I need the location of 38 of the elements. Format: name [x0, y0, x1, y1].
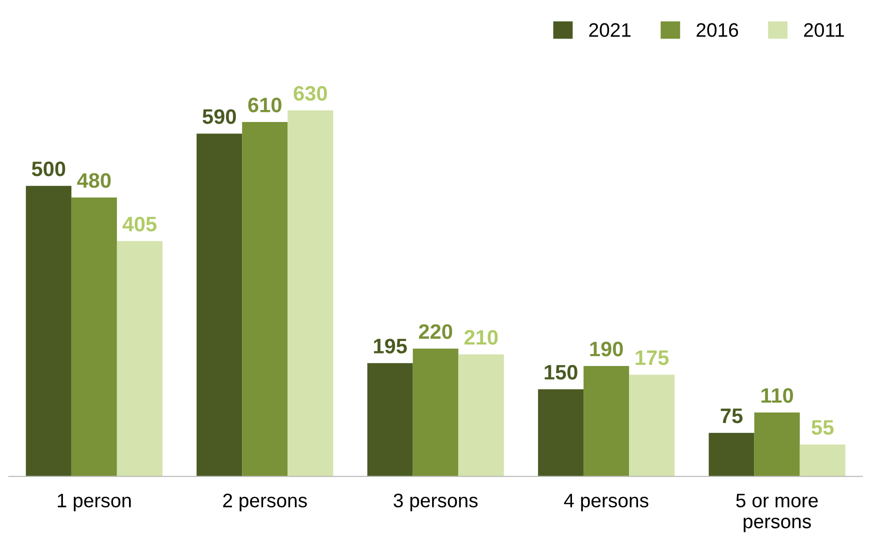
- data-label: 220: [418, 324, 452, 339]
- x-tick-label: 2 persons: [223, 494, 307, 512]
- x-tick-label: 4 persons: [564, 494, 648, 512]
- data-label: 210: [464, 330, 498, 345]
- data-label: 150: [544, 364, 578, 380]
- legend-label: 2021: [589, 23, 631, 37]
- legend-label: 2011: [804, 23, 844, 37]
- bar: [412, 348, 458, 476]
- bar: [584, 366, 630, 476]
- bar: [196, 134, 242, 476]
- bar: [800, 444, 846, 476]
- data-label: 630: [294, 86, 327, 101]
- data-label: 75: [720, 408, 743, 424]
- bar: [629, 374, 675, 476]
- data-label: 110: [762, 388, 793, 403]
- data-label: 175: [636, 350, 669, 366]
- x-tick-label: 1 person: [58, 494, 131, 512]
- data-label: 195: [374, 338, 407, 354]
- data-label: 480: [77, 173, 111, 188]
- bar: [71, 198, 117, 476]
- bar: [754, 412, 800, 476]
- bar: [288, 110, 334, 476]
- bar: [708, 432, 754, 476]
- x-tick-label: 5 or more persons: [736, 494, 818, 532]
- x-tick-label: 3 persons: [394, 494, 478, 512]
- data-label: 190: [590, 342, 623, 356]
- data-label: 500: [32, 162, 66, 176]
- bar: [538, 389, 584, 476]
- data-label: 405: [122, 216, 156, 232]
- bar: [26, 186, 72, 476]
- bar: [116, 241, 162, 476]
- bar: [367, 363, 413, 476]
- legend-label: 2016: [696, 23, 738, 37]
- bar: [458, 354, 504, 476]
- data-label: 55: [812, 420, 834, 435]
- data-label: 610: [248, 98, 282, 112]
- data-label: 590: [202, 109, 236, 124]
- bar: [242, 122, 288, 476]
